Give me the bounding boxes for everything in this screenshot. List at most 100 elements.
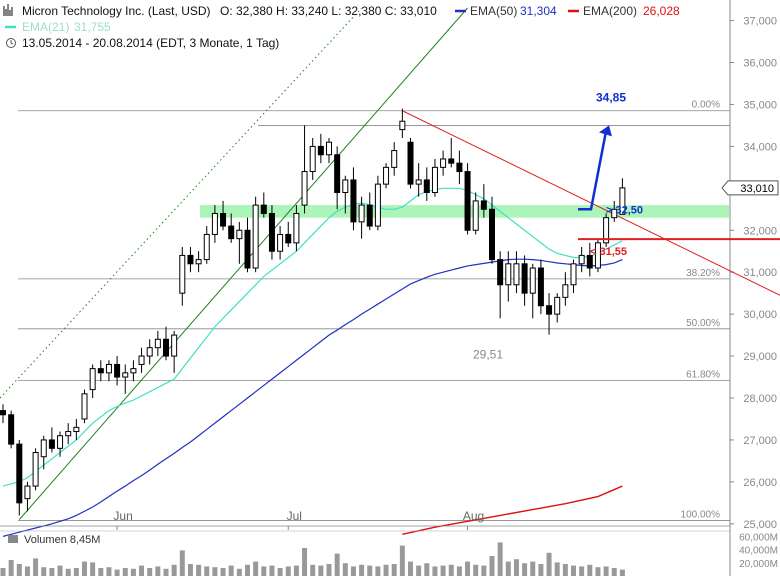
candle-body: [97, 368, 104, 374]
volume-bar: [106, 567, 112, 576]
candle-body: [285, 233, 292, 244]
volume-bar: [587, 564, 593, 576]
candle-body: [334, 154, 341, 194]
candle-body: [537, 267, 544, 307]
candle-body: [342, 179, 349, 194]
candle-body: [448, 158, 455, 164]
volume-bar: [212, 567, 218, 576]
y-tick-label: 32,000: [743, 225, 777, 237]
candle-body: [472, 200, 479, 231]
candle-body: [383, 166, 390, 185]
candle-body: [358, 204, 365, 223]
volume-bar: [293, 565, 299, 576]
ema50-legend-label: EMA(50): [470, 4, 517, 18]
candle-body: [65, 431, 72, 437]
clock-icon-hand: [10, 42, 14, 45]
candle-body: [89, 368, 96, 391]
volume-bar: [562, 564, 568, 576]
volume-bar: [342, 563, 348, 576]
volume-bar: [261, 566, 267, 576]
candle-body: [301, 171, 308, 206]
volume-bar: [24, 566, 30, 576]
volume-bar: [497, 542, 503, 576]
candle-body: [252, 204, 259, 269]
volume-bar: [0, 568, 6, 576]
volume-tick-label: 40,000M: [739, 546, 778, 557]
volume-bar: [228, 565, 234, 576]
candle-body: [171, 334, 178, 357]
x-tick-label: Jun: [113, 509, 132, 523]
volume-bar: [408, 561, 413, 576]
candle-body: [195, 259, 202, 265]
volume-bar: [220, 568, 226, 576]
chart-title: Micron Technology Inc. (Last, USD): [22, 4, 211, 18]
volume-bar: [139, 565, 145, 576]
volume-bar: [546, 552, 552, 576]
volume-bar: [448, 564, 454, 576]
volume-bar: [277, 568, 283, 576]
volume-bar: [41, 567, 47, 576]
last-price-box: [721, 180, 779, 196]
y-tick-label: 29,000: [743, 351, 777, 363]
candle-body: [211, 212, 218, 235]
volume-bar: [196, 564, 202, 576]
candle-body: [179, 254, 186, 294]
volume-bar: [114, 569, 120, 576]
volume-bar: [65, 568, 71, 576]
y-tick-label: 27,000: [743, 435, 777, 447]
volume-bar: [253, 561, 259, 576]
candle-body: [220, 212, 227, 227]
candle-body: [366, 204, 373, 227]
target-arrow-shaft: [578, 131, 608, 211]
volume-bar: [98, 568, 104, 576]
ema50-line: [2, 258, 623, 537]
y-tick-label: 31,000: [743, 267, 777, 279]
ema200-legend-value: 26,028: [643, 4, 680, 18]
candle-body: [586, 254, 593, 269]
volume-bar: [416, 565, 422, 576]
candle-body: [16, 443, 23, 504]
ema21-legend-value: 31,755: [74, 20, 111, 34]
candle-body: [32, 452, 39, 487]
candle-body: [293, 212, 300, 244]
candle-body: [570, 263, 577, 286]
candle-body: [619, 187, 626, 215]
fib-level-label: 0.00%: [692, 100, 720, 111]
candle-body: [163, 338, 169, 357]
volume-bar: [465, 561, 471, 576]
candle-body: [529, 267, 536, 294]
candle-body: [513, 263, 520, 286]
candle-body: [505, 263, 512, 286]
volume-bar: [269, 565, 275, 576]
volume-bar: [302, 548, 308, 576]
volume-bar: [571, 565, 576, 576]
upper-level-label: > 32,50: [606, 204, 643, 216]
volume-bar: [155, 566, 161, 576]
candle-body: [244, 229, 251, 269]
y-tick-label: 25,000: [743, 519, 777, 531]
period-label: 13.05.2014 - 20.08.2014 (EDT, 3 Monate, …: [22, 36, 279, 50]
volume-legend-icon: [8, 535, 18, 543]
low-value-label: 29,51: [473, 348, 503, 362]
y-tick-label: 30,000: [743, 309, 777, 321]
candle-body: [546, 305, 553, 315]
volume-bar: [285, 566, 291, 576]
candle-body: [48, 439, 55, 449]
y-tick-label: 36,000: [743, 58, 777, 70]
candle-body: [122, 372, 129, 378]
volume-bar: [611, 568, 617, 576]
volume-tick-label: 20,000M: [739, 559, 778, 570]
ohlc-values: O: 32,380 H: 33,240 L: 32,380 C: 33,010: [220, 4, 437, 18]
candle-body: [489, 208, 495, 261]
candle-body: [146, 347, 153, 357]
ema50-legend-value: 31,304: [520, 4, 557, 18]
clock-icon: [6, 38, 16, 48]
volume-bar: [473, 564, 479, 576]
ema21-line: [2, 187, 623, 487]
candle-body: [480, 200, 487, 210]
candle-body: [562, 284, 569, 298]
last-price-label: 33,010: [740, 183, 774, 195]
volume-label: Volumen 8,45M: [24, 534, 100, 546]
target-arrow-head: [599, 125, 612, 137]
